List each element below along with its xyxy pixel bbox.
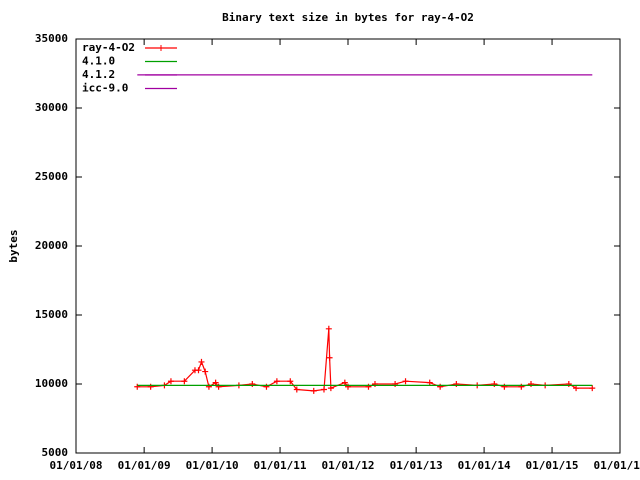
point-marker — [320, 386, 327, 393]
point-marker — [147, 383, 154, 390]
point-marker — [205, 383, 212, 390]
point-marker — [371, 381, 378, 387]
legend-label: 4.1.0 — [82, 55, 115, 68]
point-marker — [273, 378, 280, 385]
point-marker — [573, 385, 580, 392]
point-marker — [426, 379, 433, 386]
y-tick-label: 30000 — [35, 101, 68, 114]
point-marker — [341, 379, 348, 386]
point-marker — [212, 379, 219, 386]
point-marker — [491, 381, 498, 387]
point-marker — [392, 381, 399, 387]
point-marker — [215, 383, 222, 390]
x-tick-label: 01/01/10 — [186, 459, 239, 472]
point-marker — [325, 325, 332, 332]
point-marker — [198, 358, 205, 365]
y-tick-label: 15000 — [35, 308, 68, 321]
x-tick-label: 01/01/11 — [254, 459, 307, 472]
x-tick-label: 01/01/16 — [594, 459, 640, 472]
point-marker — [345, 383, 351, 390]
point-marker — [202, 368, 209, 375]
y-axis-label: bytes — [7, 229, 20, 262]
point-marker — [167, 378, 174, 385]
point-marker — [453, 381, 460, 387]
point-marker — [327, 385, 334, 392]
point-marker — [565, 381, 572, 387]
y-tick-label: 20000 — [35, 239, 68, 252]
point-marker — [195, 367, 202, 374]
legend-label: 4.1.2 — [82, 68, 115, 81]
chart-title: Binary text size in bytes for ray-4-O2 — [222, 11, 474, 24]
point-marker — [310, 387, 317, 394]
point-marker — [365, 383, 372, 390]
x-tick-label: 01/01/09 — [118, 459, 171, 472]
point-marker — [402, 378, 409, 385]
series-line — [137, 328, 593, 392]
legend-label: ray-4-O2 — [82, 41, 135, 54]
y-tick-label: 5000 — [42, 446, 69, 459]
point-marker — [501, 383, 508, 390]
y-tick-label: 10000 — [35, 377, 68, 390]
point-marker — [249, 381, 256, 387]
y-tick-label: 25000 — [35, 170, 68, 183]
x-tick-label: 01/01/13 — [390, 459, 443, 472]
y-tick-label: 35000 — [35, 32, 68, 45]
point-marker — [134, 383, 141, 390]
plot-frame — [75, 38, 621, 454]
legend-label: icc-9.0 — [82, 82, 128, 95]
point-marker — [528, 381, 535, 387]
point-marker — [293, 386, 300, 393]
x-tick-label: 01/01/15 — [526, 459, 579, 472]
point-marker — [518, 383, 525, 390]
x-tick-label: 01/01/08 — [50, 459, 103, 472]
point-marker — [287, 378, 294, 385]
point-marker — [326, 354, 333, 361]
x-tick-label: 01/01/12 — [322, 459, 375, 472]
point-marker — [437, 383, 444, 390]
point-marker — [589, 385, 596, 392]
x-tick-label: 01/01/14 — [458, 459, 511, 472]
point-marker — [181, 378, 188, 385]
legend-marker — [158, 45, 164, 51]
point-marker — [263, 383, 270, 390]
